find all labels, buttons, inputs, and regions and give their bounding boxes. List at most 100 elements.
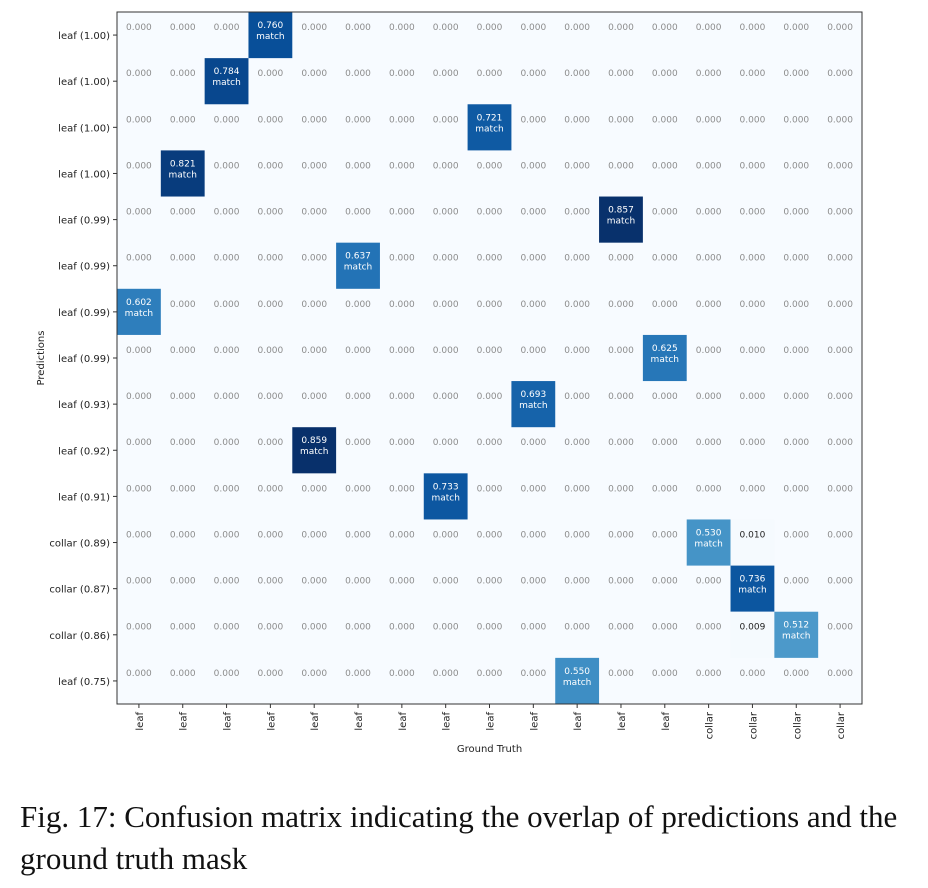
cell-value: 0.000 (783, 23, 809, 33)
cell-value: 0.000 (433, 161, 459, 171)
cell-value: 0.000 (827, 623, 853, 633)
cell-value: 0.000 (608, 530, 634, 540)
cell-value: 0.000 (783, 438, 809, 448)
cell-label: match (694, 539, 722, 549)
heatmap-cell (248, 12, 293, 59)
heatmap-cell (204, 58, 249, 105)
y-tick-label: leaf (0.99) (58, 354, 110, 365)
cell-value: 0.000 (477, 577, 503, 587)
cell-value: 0.530 (696, 528, 722, 538)
cell-value: 0.000 (520, 484, 546, 494)
cell-value: 0.000 (389, 69, 415, 79)
cell-value: 0.000 (345, 484, 371, 494)
cell-value: 0.000 (608, 577, 634, 587)
cell-label: match (563, 678, 591, 688)
cell-value: 0.000 (257, 346, 283, 356)
cell-value: 0.000 (520, 438, 546, 448)
cell-value: 0.000 (783, 115, 809, 125)
heatmap-cell (160, 150, 205, 197)
heatmap-cell (730, 519, 775, 566)
cell-value: 0.000 (301, 392, 327, 402)
cell-value: 0.000 (520, 300, 546, 310)
cell-value: 0.000 (214, 300, 240, 310)
y-tick-label: leaf (1.00) (58, 169, 110, 180)
cell-value: 0.000 (214, 484, 240, 494)
cell-value: 0.000 (214, 530, 240, 540)
cell-value: 0.637 (345, 252, 371, 262)
cell-value: 0.000 (126, 346, 152, 356)
cell-value: 0.000 (170, 23, 196, 33)
cell-value: 0.000 (652, 161, 678, 171)
cell-value: 0.000 (520, 346, 546, 356)
x-tick-label: collar (836, 711, 847, 739)
cell-value: 0.000 (783, 669, 809, 679)
cell-value: 0.000 (696, 623, 722, 633)
cell-value: 0.000 (477, 300, 503, 310)
cell-value: 0.000 (257, 161, 283, 171)
cell-value: 0.000 (170, 254, 196, 264)
cell-value: 0.000 (345, 392, 371, 402)
cell-value: 0.000 (740, 115, 766, 125)
y-tick-label: leaf (0.92) (58, 446, 110, 457)
heatmap-cell (774, 611, 819, 658)
cell-value: 0.000 (783, 392, 809, 402)
cell-value: 0.000 (827, 300, 853, 310)
cell-value: 0.000 (257, 530, 283, 540)
cell-value: 0.000 (389, 300, 415, 310)
cell-value: 0.000 (827, 115, 853, 125)
cell-value: 0.000 (608, 346, 634, 356)
cell-value: 0.000 (170, 669, 196, 679)
cell-value: 0.000 (389, 208, 415, 218)
x-axis-label: Ground Truth (457, 744, 522, 755)
cell-value: 0.000 (652, 623, 678, 633)
cell-value: 0.000 (520, 623, 546, 633)
cell-value: 0.000 (345, 300, 371, 310)
y-tick-label: leaf (0.99) (58, 262, 110, 273)
cell-value: 0.000 (827, 669, 853, 679)
cell-value: 0.000 (301, 577, 327, 587)
cell-value: 0.000 (126, 530, 152, 540)
cell-value: 0.000 (696, 392, 722, 402)
cell-value: 0.000 (740, 161, 766, 171)
cell-value: 0.000 (740, 438, 766, 448)
cell-value: 0.000 (345, 623, 371, 633)
cell-label: match (782, 632, 810, 642)
cell-label: match (651, 355, 679, 365)
cell-value: 0.000 (827, 161, 853, 171)
cell-value: 0.000 (257, 69, 283, 79)
heatmap-cell (599, 196, 643, 243)
x-tick-label: collar (705, 711, 716, 739)
cell-value: 0.000 (214, 346, 240, 356)
x-tick-label: leaf (661, 712, 672, 731)
cell-label: match (169, 170, 197, 180)
cell-value: 0.000 (564, 484, 590, 494)
y-axis-label: Predictions (36, 331, 47, 386)
cell-value: 0.000 (696, 115, 722, 125)
cell-label: match (475, 124, 503, 134)
cell-value: 0.000 (257, 115, 283, 125)
cell-value: 0.000 (389, 254, 415, 264)
y-tick-label: leaf (0.75) (58, 677, 110, 688)
x-tick-label: leaf (310, 712, 321, 731)
cell-value: 0.000 (301, 530, 327, 540)
cell-value: 0.000 (827, 208, 853, 218)
cell-value: 0.000 (783, 484, 809, 494)
cell-value: 0.000 (520, 208, 546, 218)
cell-value: 0.000 (608, 115, 634, 125)
cell-value: 0.733 (433, 482, 459, 492)
x-tick-label: leaf (179, 712, 190, 731)
cell-value: 0.010 (740, 530, 766, 540)
cell-value: 0.000 (389, 161, 415, 171)
cell-value: 0.000 (126, 577, 152, 587)
cell-value: 0.000 (214, 115, 240, 125)
cell-value: 0.000 (301, 346, 327, 356)
cell-value: 0.000 (520, 115, 546, 125)
cell-value: 0.000 (520, 23, 546, 33)
cell-value: 0.000 (257, 208, 283, 218)
cell-value: 0.000 (126, 208, 152, 218)
cell-value: 0.000 (257, 392, 283, 402)
cell-value: 0.000 (564, 623, 590, 633)
cell-value: 0.000 (301, 115, 327, 125)
cell-value: 0.000 (608, 161, 634, 171)
x-tick-label: leaf (529, 712, 540, 731)
